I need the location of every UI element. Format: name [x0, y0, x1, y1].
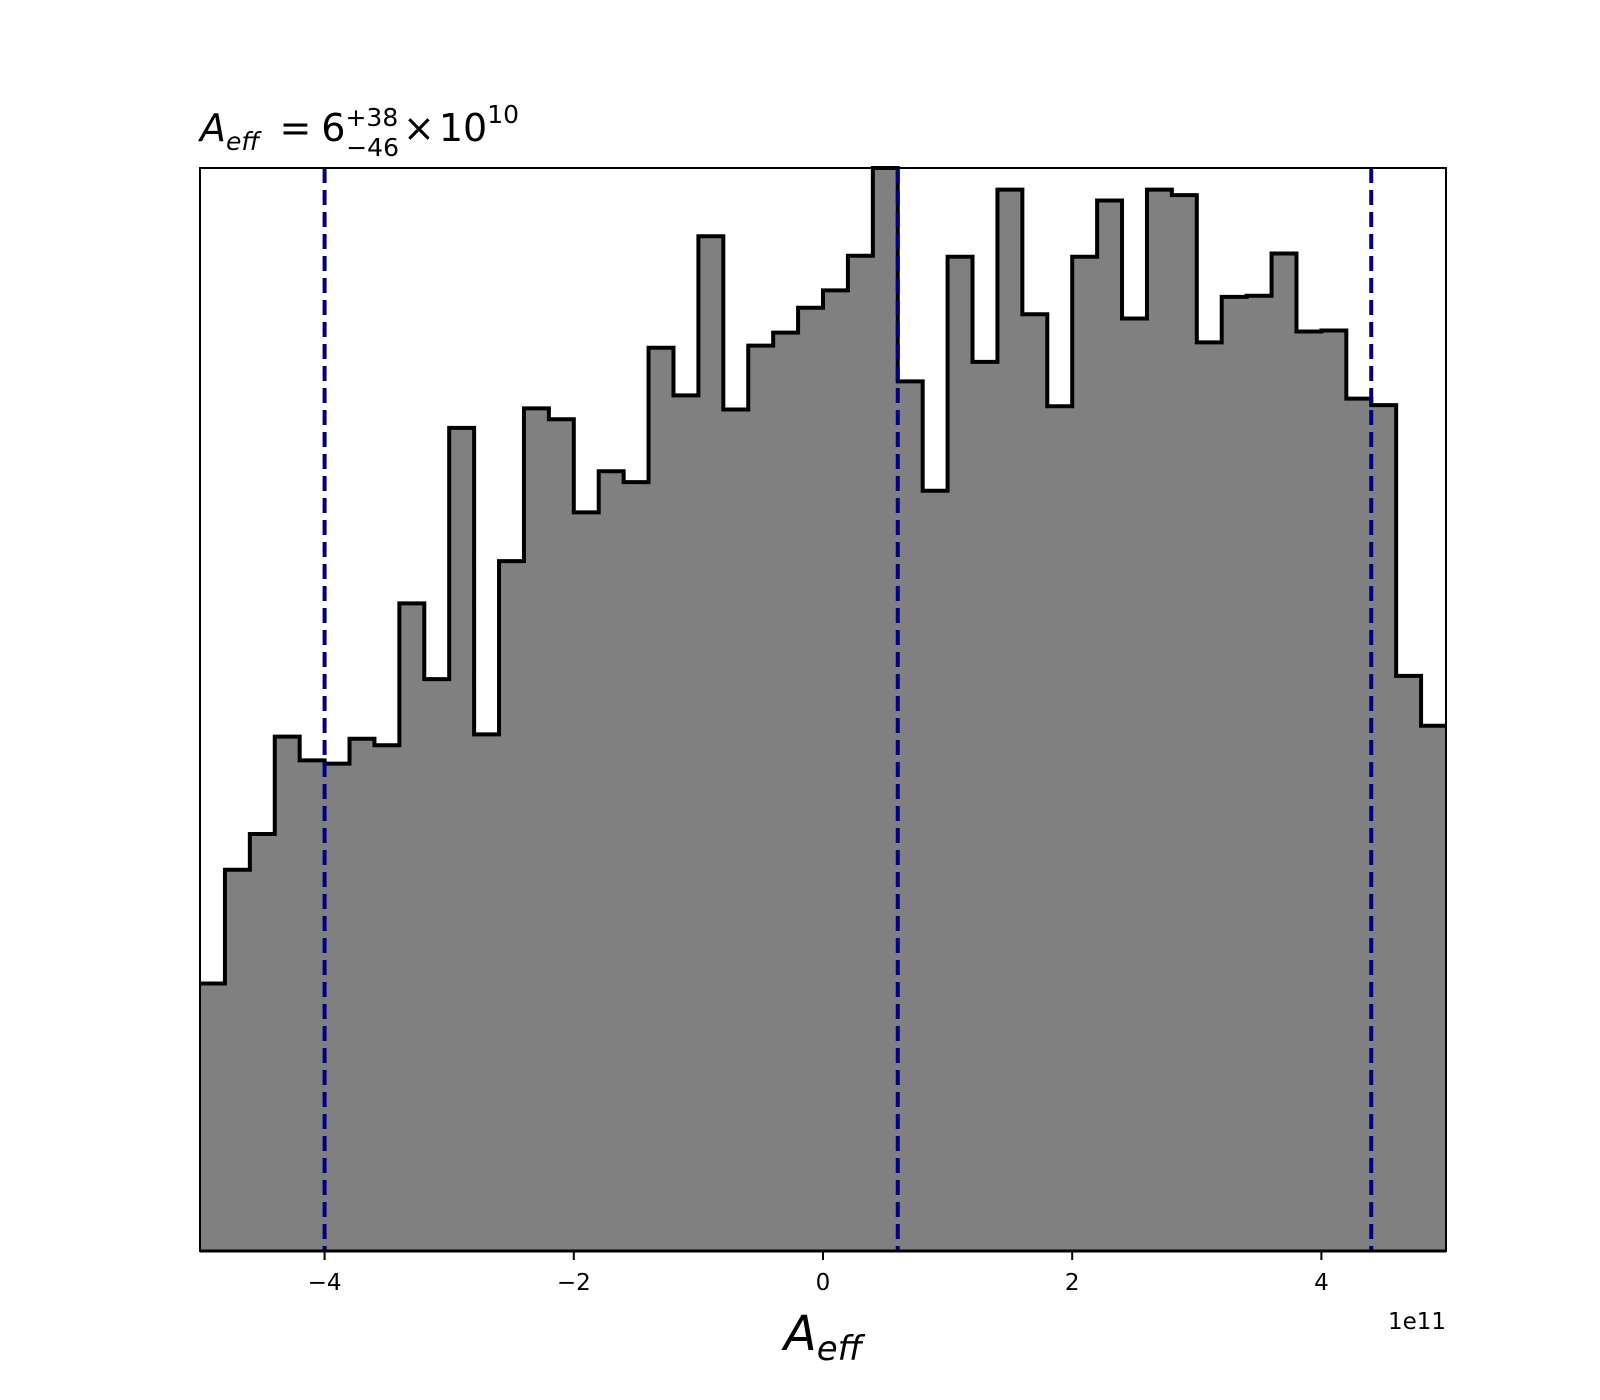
chart-title: Aeff = 6+38 −46 × 1010	[197, 100, 519, 162]
x-tick-label: 0	[816, 1270, 831, 1296]
title-times: ×	[403, 106, 435, 150]
title-exponent: 10	[487, 100, 519, 129]
x-tick-label: −4	[308, 1270, 342, 1296]
histogram-outline	[200, 166, 1446, 986]
x-axis-label: Aeff	[781, 1306, 866, 1369]
title-symbol-subscript: eff	[226, 127, 262, 156]
x-axis-label-subscript: eff	[817, 1329, 866, 1369]
x-axis-label-symbol: A	[781, 1306, 817, 1362]
title-equals: =	[279, 106, 311, 150]
title-upper-error: +38	[345, 103, 398, 132]
x-tick-label: 4	[1314, 1270, 1329, 1296]
histogram-fill	[200, 168, 1446, 1251]
title-base: 10	[439, 106, 487, 150]
title-mantissa: 6	[321, 106, 345, 150]
title-lower-error: −46	[346, 133, 399, 162]
quantile-lines	[322, 168, 1374, 1251]
x-axis-offset-label: 1e11	[1388, 1309, 1446, 1335]
x-tick-label: 2	[1065, 1270, 1080, 1296]
x-tick-label: −2	[557, 1270, 591, 1296]
x-axis-ticks: −4 −2 0 2 4	[308, 1251, 1329, 1296]
title-symbol: A	[197, 106, 226, 150]
